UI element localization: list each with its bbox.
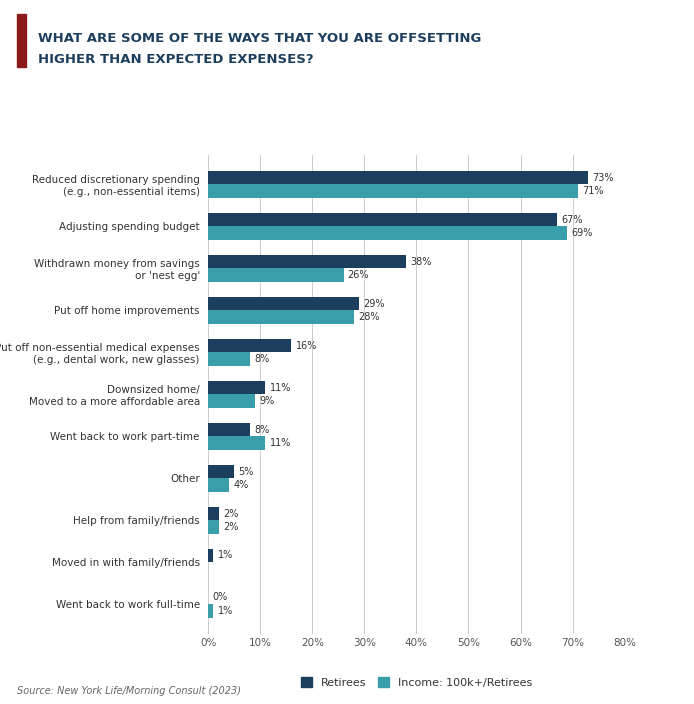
Text: 0%: 0%: [212, 593, 228, 603]
Bar: [208, 520, 219, 534]
Text: 1%: 1%: [217, 606, 232, 616]
Bar: [208, 226, 567, 239]
Bar: [208, 184, 577, 198]
Text: 67%: 67%: [561, 215, 582, 225]
Bar: [208, 255, 406, 268]
Bar: [208, 381, 265, 394]
Text: 38%: 38%: [410, 256, 432, 267]
Text: 4%: 4%: [233, 480, 248, 490]
Bar: [208, 423, 250, 436]
Text: 8%: 8%: [254, 425, 269, 434]
Text: 11%: 11%: [269, 382, 291, 393]
Bar: [208, 171, 588, 184]
Text: 29%: 29%: [364, 298, 384, 308]
Text: 71%: 71%: [582, 186, 603, 196]
Text: 73%: 73%: [592, 172, 613, 182]
Bar: [208, 268, 344, 282]
Text: 28%: 28%: [358, 312, 380, 322]
Text: 26%: 26%: [348, 270, 369, 280]
Bar: [208, 465, 234, 478]
Bar: [208, 297, 359, 310]
Bar: [208, 339, 291, 352]
Text: 5%: 5%: [239, 467, 254, 477]
Text: 69%: 69%: [571, 228, 593, 238]
Bar: [208, 213, 557, 226]
Text: Source: New York Life/Morning Consult (2023): Source: New York Life/Morning Consult (2…: [17, 686, 242, 696]
Text: 2%: 2%: [223, 508, 238, 519]
Text: 11%: 11%: [269, 438, 291, 448]
Text: 9%: 9%: [260, 396, 274, 406]
Legend: Retirees, Income: 100k+/Retirees: Retirees, Income: 100k+/Retirees: [301, 677, 532, 688]
Text: HIGHER THAN EXPECTED EXPENSES?: HIGHER THAN EXPECTED EXPENSES?: [38, 53, 314, 65]
Bar: [208, 352, 250, 365]
Text: 16%: 16%: [296, 341, 317, 351]
Bar: [208, 604, 214, 617]
Text: 1%: 1%: [217, 551, 232, 560]
Bar: [208, 436, 265, 450]
Text: 8%: 8%: [254, 354, 269, 364]
Bar: [208, 310, 354, 324]
Bar: [208, 394, 255, 408]
Text: 2%: 2%: [223, 522, 238, 532]
Text: WHAT ARE SOME OF THE WAYS THAT YOU ARE OFFSETTING: WHAT ARE SOME OF THE WAYS THAT YOU ARE O…: [38, 32, 482, 44]
Bar: [208, 478, 229, 491]
Bar: [208, 549, 214, 562]
Bar: [208, 507, 219, 520]
